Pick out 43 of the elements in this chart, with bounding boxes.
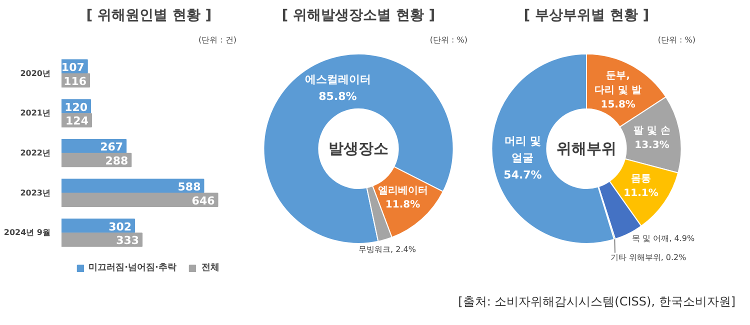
data-label: 302 xyxy=(108,220,132,234)
data-label: 124 xyxy=(66,114,89,128)
bar xyxy=(62,192,218,207)
y-tick-label: 2021년 xyxy=(20,108,50,118)
slice-label: 머리 및 얼굴 xyxy=(504,134,542,165)
data-label: 120 xyxy=(64,100,88,114)
bar xyxy=(62,232,143,247)
data-label: 107 xyxy=(61,60,84,74)
legend-label: 미끄러짐·넘어짐·추락 xyxy=(88,262,176,274)
y-tick-label: 2024년 9월 xyxy=(4,228,51,238)
slice-label: 엘리베이터 xyxy=(378,185,428,196)
data-label: 15.8% xyxy=(600,99,636,110)
data-label: 116 xyxy=(64,74,87,88)
data-label: 333 xyxy=(116,234,140,248)
slice-label: 기타 위해부위, 0.2% xyxy=(610,253,687,262)
chart-title: [ 위해원인별 현황 ] xyxy=(86,8,212,24)
slice-label: 팔 및 손 xyxy=(634,125,670,136)
text: [출처: 소비자위해감시시스템(CISS), 한국소비자원] xyxy=(458,294,736,308)
data-label: 288 xyxy=(105,154,128,168)
slice-label: 몸통 xyxy=(631,174,652,185)
chart-subtitle: (단위 : %) xyxy=(430,36,468,44)
legend-label: 전체 xyxy=(201,262,220,274)
chart-subtitle: (단위 : %) xyxy=(658,36,696,44)
data-label: 11.8% xyxy=(385,200,420,211)
data-label: 54.7% xyxy=(504,168,542,182)
data-label: 588 xyxy=(178,180,201,194)
slice-label: 에스컬레이터 xyxy=(304,72,371,86)
text: 위해부위 xyxy=(556,140,616,158)
y-tick-label: 2023년 xyxy=(20,188,50,198)
chart-title: [ 부상부위별 현황 ] xyxy=(524,8,650,24)
y-tick-label: 2020년 xyxy=(20,68,50,78)
text: 발생장소 xyxy=(328,140,388,158)
chart-subtitle: (단위 : 건) xyxy=(198,36,237,44)
slice-label: 무빙워크, 2.4% xyxy=(358,244,416,254)
slice-label: 둔부, 다리 및 발 xyxy=(594,70,642,96)
data-label: 267 xyxy=(100,140,124,154)
slice-label: 목 및 어깨, 4.9% xyxy=(632,234,696,243)
data-label: 85.8% xyxy=(318,90,357,103)
data-label: 646 xyxy=(192,194,216,208)
chart-title: [ 위해발생장소별 현황 ] xyxy=(282,8,436,24)
data-label: 11.1% xyxy=(624,188,658,200)
data-label: 13.3% xyxy=(634,140,670,151)
y-tick-label: 2022년 xyxy=(20,148,50,158)
